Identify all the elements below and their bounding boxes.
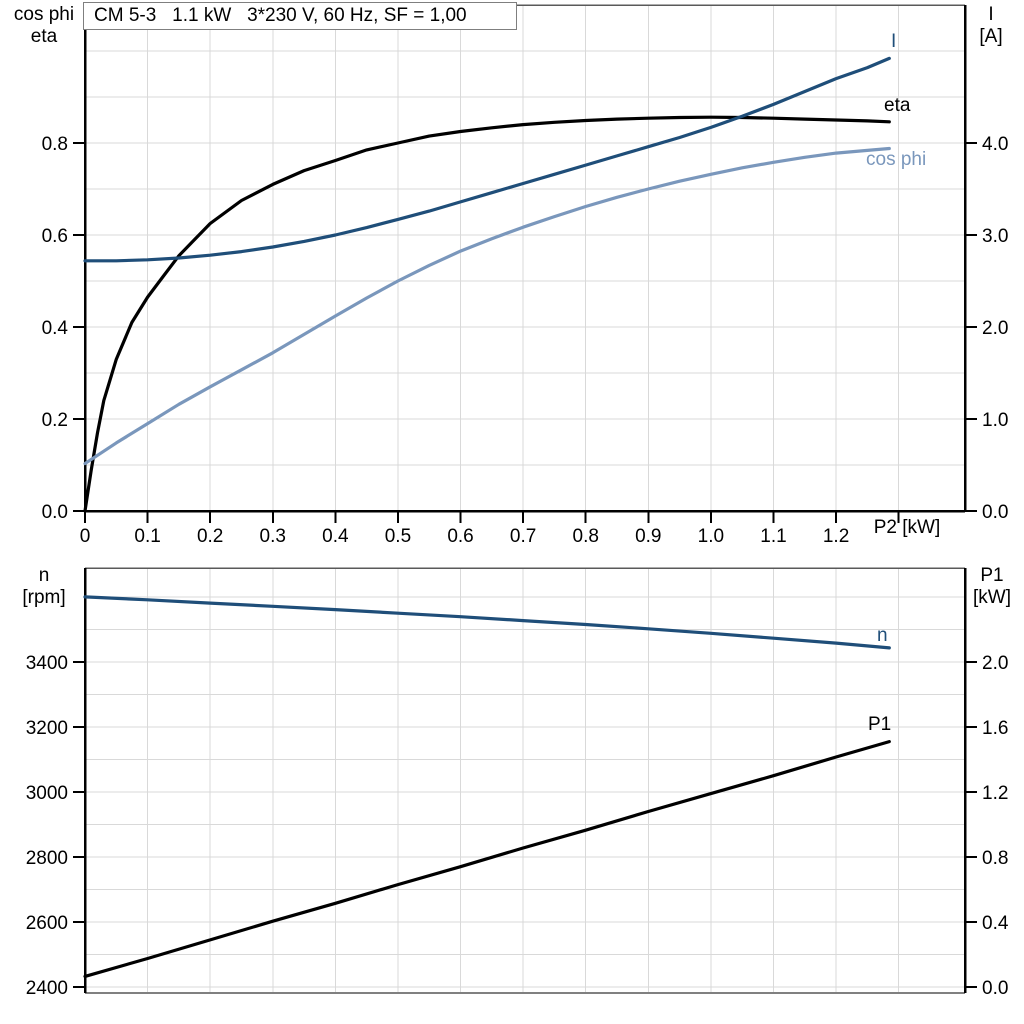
curve-label-I: I	[891, 31, 897, 52]
axis-title-kw-unit: [kW]	[973, 587, 1011, 608]
left-tick-label: 2400	[26, 978, 68, 999]
left-tick-label: 2600	[26, 913, 68, 934]
curve-cos-phi	[83, 146, 891, 466]
x-tick-label: 0.1	[134, 526, 160, 547]
left-tick-label: 3200	[26, 718, 68, 739]
axis-title-rpm-unit: [rpm]	[22, 587, 66, 608]
bottom-left-axis-title: n [rpm]	[0, 565, 88, 609]
right-tick-label: 2.0	[982, 653, 1008, 674]
curve-label-n: n	[877, 625, 888, 646]
axis-title-p1: P1	[980, 565, 1004, 586]
x-tick-label: 0.6	[447, 526, 473, 547]
chart-title: CM 5-3 1.1 kW 3*230 V, 60 Hz, SF = 1,00	[83, 2, 517, 30]
curve-I	[83, 56, 891, 263]
x-tick-label: 0.3	[260, 526, 286, 547]
curve-eta	[83, 115, 891, 513]
right-tick-label: 0.0	[982, 502, 1008, 523]
right-tick-label: 1.6	[982, 718, 1008, 739]
right-tick-label: 1.0	[982, 410, 1008, 431]
x-tick-label: 0	[80, 526, 91, 547]
right-tick-label: 2.0	[982, 318, 1008, 339]
axis-title-eta: eta	[30, 26, 58, 47]
right-tick-label: 3.0	[982, 226, 1008, 247]
left-tick-label: 0.2	[42, 410, 68, 431]
x-tick-label: 1.0	[698, 526, 724, 547]
x-tick-label: 0.9	[635, 526, 661, 547]
axis-title-cos-phi: cos phi	[13, 4, 75, 25]
x-tick-label: 0.2	[197, 526, 223, 547]
x-axis-title-p2: P2 [kW]	[873, 517, 941, 538]
left-tick-label: 0.0	[42, 502, 68, 523]
x-tick-label: 1.2	[823, 526, 849, 547]
left-tick-label: 0.6	[42, 226, 68, 247]
curve-label-cos-phi: cos phi	[866, 149, 927, 170]
x-tick-label: 0.8	[573, 526, 599, 547]
curve-label-P1: P1	[868, 714, 892, 735]
left-tick-label: 0.4	[42, 318, 69, 339]
axis-title-speed: n	[38, 565, 50, 586]
bottom-right-axis-title: P1 [kW]	[962, 565, 1022, 609]
curve-P1	[83, 739, 891, 979]
x-tick-label: 0.7	[510, 526, 536, 547]
right-tick-label: 0.8	[982, 848, 1008, 869]
left-tick-label: 0.8	[42, 134, 68, 155]
x-tick-label: 0.5	[385, 526, 411, 547]
axis-title-current: I	[988, 4, 994, 25]
right-tick-label: 0.0	[982, 978, 1008, 999]
right-tick-label: 1.2	[982, 783, 1008, 804]
curve-n	[83, 595, 891, 650]
left-tick-label: 2800	[26, 848, 68, 869]
axis-title-amps-unit: [A]	[979, 26, 1003, 47]
top-left-axis-title: cos phi eta	[0, 4, 88, 48]
left-tick-label: 3000	[26, 783, 68, 804]
x-tick-label: 0.4	[322, 526, 349, 547]
left-tick-label: 3400	[26, 653, 68, 674]
top-right-axis-title: I [A]	[962, 4, 1020, 48]
x-tick-label: 1.1	[760, 526, 786, 547]
right-tick-label: 4.0	[982, 134, 1008, 155]
curve-label-eta: eta	[884, 95, 911, 116]
right-tick-label: 0.4	[982, 913, 1009, 934]
